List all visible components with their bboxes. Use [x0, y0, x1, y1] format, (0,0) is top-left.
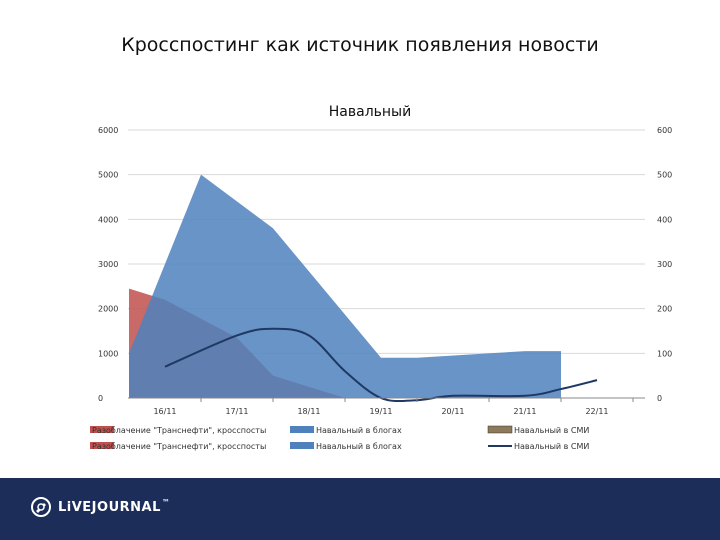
- y-right-tick-label: 200: [657, 305, 672, 314]
- x-tick-label: 18/11: [297, 407, 320, 416]
- livejournal-logo-text: LiVEJOURNAL: [58, 499, 161, 515]
- x-tick-label: 19/11: [369, 407, 392, 416]
- legend-label: Навальный в блогах: [316, 442, 402, 451]
- chart-svg: 0 0 1000 100 2000 200 3000 300 4000 400 5000 500 600…: [90, 126, 672, 451]
- legend-swatch: [290, 442, 314, 449]
- y-left-tick-label: 6000: [98, 126, 118, 135]
- y-left-tick-label: 2000: [98, 305, 118, 314]
- legend-label: Разоблачение "Транснефти", кросспосты: [92, 426, 266, 435]
- y-left-tick-label: 5000: [98, 171, 118, 180]
- y-right-tick-label: 400: [657, 215, 672, 224]
- x-tick-label: 20/11: [441, 407, 464, 416]
- x-tick-label: 22/11: [585, 407, 608, 416]
- y-left-tick-label: 0: [98, 394, 103, 403]
- livejournal-logo[interactable]: LiVEJOURNAL ™: [30, 494, 170, 520]
- legend-label: Навальный в СМИ: [514, 442, 589, 451]
- area-series: [129, 174, 561, 398]
- slide-title: Кросспостинг как источник появления ново…: [121, 34, 599, 56]
- x-tick-label: 21/11: [513, 407, 536, 416]
- legend-swatch: [90, 426, 114, 433]
- legend-swatch: [90, 442, 114, 449]
- chart-title: Навальный: [328, 104, 412, 120]
- legend-swatch: [487, 425, 513, 434]
- y-right-tick-label: 0: [657, 394, 662, 403]
- y-left-tick-label: 3000: [98, 260, 118, 269]
- legend-swatch: [290, 426, 314, 433]
- x-tick-label: 17/11: [225, 407, 248, 416]
- footer-bar: [0, 478, 720, 540]
- legend-label: Навальный в СМИ: [514, 426, 589, 435]
- y-right-tick-label: 600: [657, 126, 672, 135]
- y-left-tick-label: 4000: [98, 215, 118, 224]
- y-right-tick-label: 300: [657, 260, 672, 269]
- livejournal-logo-icon: [31, 497, 51, 517]
- livejournal-trademark: ™: [161, 498, 171, 507]
- y-right-tick-label: 500: [657, 171, 672, 180]
- y-right-tick-label: 100: [657, 349, 672, 358]
- y-left-tick-label: 1000: [98, 349, 118, 358]
- legend-label: Разоблачение "Транснефти", кросспосты: [92, 442, 266, 451]
- legend-label: Навальный в блогах: [316, 426, 402, 435]
- x-tick-label: 16/11: [153, 407, 176, 416]
